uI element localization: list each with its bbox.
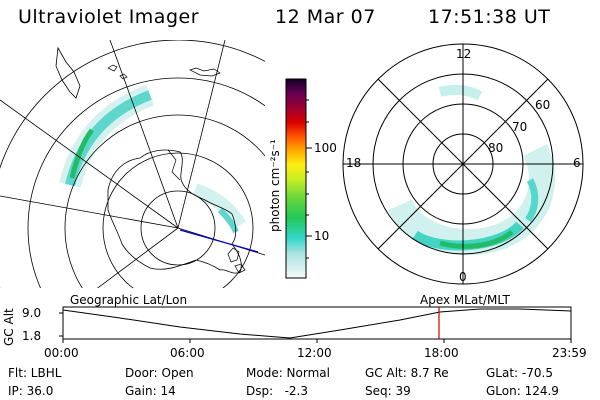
satellite-track — [179, 229, 259, 253]
status-dsp: Dsp: -2.3 — [246, 384, 309, 398]
mlat-label-80: 80 — [488, 141, 504, 155]
aurora-patch-east — [192, 183, 247, 229]
header-date: 12 Mar 07 — [275, 6, 376, 28]
longitude-grid — [0, 40, 265, 288]
mlat-label-70: 70 — [512, 120, 528, 134]
peninsula-outline — [167, 149, 181, 181]
x-tick-1200: 12:00 — [297, 346, 332, 360]
mlat-label-60: 60 — [535, 98, 551, 112]
timeline-axis-label: GC Alt — [2, 308, 16, 346]
timeline-right-title: Apex MLat/MLT — [420, 293, 510, 307]
mlt-label-12: 12 — [456, 47, 472, 61]
aurora-oval-outer — [59, 84, 155, 188]
timeline-frame — [62, 306, 572, 340]
polar-oval-peak — [439, 229, 514, 249]
aurora-patch-east-core — [217, 207, 239, 234]
y-tick-9: 9.0 — [22, 306, 42, 320]
status-door: Door: Open — [125, 366, 194, 380]
polar-oval-dawn — [525, 178, 539, 223]
status-glon: GLon: 124.9 — [486, 384, 559, 398]
x-tick-1800: 18:00 — [424, 346, 459, 360]
status-gc-alt: GC Alt: 8.7 Re — [365, 366, 449, 380]
colorbar-gradient — [285, 78, 307, 279]
colorbar-label-10: 10 — [314, 229, 330, 243]
x-tick-0600: 06:00 — [170, 346, 205, 360]
south-america-outline — [55, 46, 81, 99]
timeline-plot — [59, 306, 572, 343]
x-tick-2359: 23:59 — [552, 346, 587, 360]
header-time: 17:51:38 UT — [428, 6, 551, 28]
south-georgia-islands — [189, 67, 221, 77]
app-title: Ultraviolet Imager — [18, 6, 200, 28]
status-seq: Seq: 39 — [365, 384, 411, 398]
aurora-oval-peak — [69, 128, 94, 179]
mlt-label-6: 6 — [573, 156, 581, 170]
latitude-grid — [0, 40, 265, 288]
polar-plot — [342, 43, 584, 285]
status-gain: Gain: 14 — [125, 384, 176, 398]
polar-dayside-patch — [438, 84, 483, 101]
status-ip: IP: 36.0 — [8, 384, 54, 398]
mlt-label-18: 18 — [346, 156, 362, 170]
timeline-left-title: Geographic Lat/Lon — [70, 293, 188, 307]
geographic-map — [0, 40, 265, 288]
falkland-islands — [107, 64, 128, 80]
colorbar-unit-label: photon cm⁻²s⁻¹ — [268, 139, 282, 232]
antarctica-coastline — [107, 149, 242, 274]
mlt-label-0: 0 — [459, 270, 467, 284]
y-tick-1-8: 1.8 — [22, 329, 42, 343]
altitude-curve — [62, 308, 572, 339]
status-filter: Flt: LBHL — [8, 366, 62, 380]
status-mode: Mode: Normal — [246, 366, 330, 380]
colorbar — [285, 78, 312, 279]
status-glat: GLat: -70.5 — [486, 366, 553, 380]
polar-grid — [342, 43, 584, 285]
x-tick-0000: 00:00 — [44, 346, 79, 360]
colorbar-label-100: 100 — [314, 141, 337, 155]
sub-antarctic-islands — [227, 247, 246, 274]
